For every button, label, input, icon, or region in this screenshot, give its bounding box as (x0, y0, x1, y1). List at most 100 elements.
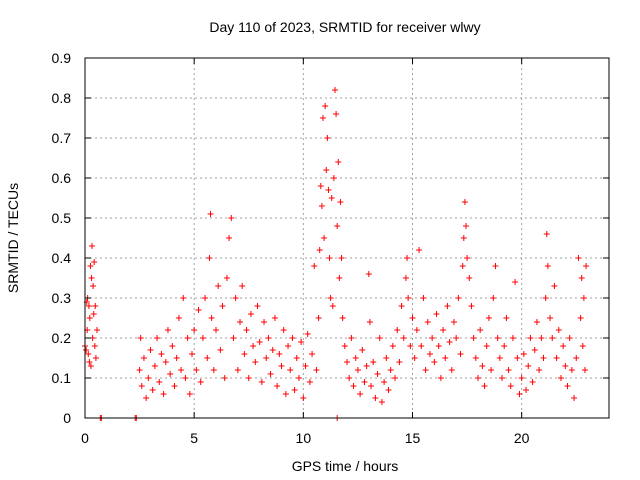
data-point (339, 315, 346, 321)
data-point (483, 343, 490, 349)
data-point (457, 351, 464, 357)
data-point (520, 351, 527, 357)
data-point (206, 255, 213, 261)
data-point (481, 383, 488, 389)
y-tick-label: 0.4 (52, 250, 72, 266)
data-point (274, 383, 281, 389)
data-point (527, 335, 534, 341)
data-point (90, 283, 97, 289)
data-point (164, 327, 171, 333)
data-point (202, 295, 209, 301)
data-point (583, 263, 590, 269)
data-point (370, 359, 377, 365)
data-point (319, 115, 326, 121)
data-point (94, 327, 101, 333)
data-point (88, 243, 95, 249)
data-point (350, 383, 357, 389)
data-point (578, 275, 585, 281)
data-point (444, 303, 451, 309)
data-point (460, 235, 467, 241)
data-point (396, 359, 403, 365)
data-point (531, 347, 538, 353)
data-points (82, 87, 590, 421)
data-point (338, 255, 345, 261)
data-point (136, 367, 143, 373)
y-tick-label: 0.9 (52, 50, 72, 66)
data-point (188, 351, 195, 357)
data-point (533, 319, 540, 325)
data-point (470, 335, 477, 341)
data-point (210, 367, 217, 373)
y-tick-label: 0 (63, 410, 71, 426)
data-point (87, 363, 94, 369)
data-point (540, 355, 547, 361)
x-axis-label: GPS time / hours (292, 458, 399, 474)
data-point (409, 315, 416, 321)
data-point (167, 371, 174, 377)
data-point (455, 295, 462, 301)
data-point (271, 315, 278, 321)
data-point (505, 367, 512, 373)
data-point (346, 375, 353, 381)
data-point (208, 315, 215, 321)
data-point (336, 275, 343, 281)
data-point (529, 379, 536, 385)
data-point (496, 355, 503, 361)
data-point (334, 223, 341, 229)
data-point (501, 343, 508, 349)
data-point (363, 363, 370, 369)
grid (85, 58, 609, 418)
data-point (492, 263, 499, 269)
data-point (180, 295, 187, 301)
data-point (219, 303, 226, 309)
x-tick-label: 20 (514, 430, 530, 446)
data-point (573, 355, 580, 361)
data-point (420, 295, 427, 301)
data-point (217, 347, 224, 353)
data-point (466, 275, 473, 281)
data-point (282, 391, 289, 397)
data-point (156, 379, 163, 385)
data-point (137, 335, 144, 341)
data-point (381, 379, 388, 385)
data-point (234, 367, 241, 373)
data-point (318, 203, 325, 209)
data-point (182, 375, 189, 381)
data-point (324, 135, 331, 141)
data-point (571, 395, 578, 401)
data-point (344, 359, 350, 365)
data-point (580, 295, 587, 301)
data-point (568, 367, 575, 373)
data-point (228, 215, 235, 221)
data-point (302, 363, 309, 369)
data-point (422, 367, 429, 373)
data-point (258, 379, 265, 385)
data-point (243, 327, 250, 333)
data-point (263, 355, 270, 361)
data-point (538, 335, 545, 341)
data-point (551, 283, 558, 289)
data-point (503, 315, 510, 321)
data-point (254, 303, 261, 309)
data-point (464, 255, 471, 261)
data-point (221, 375, 228, 381)
data-point (326, 255, 333, 261)
data-point (145, 375, 152, 381)
data-point (564, 383, 571, 389)
data-point (287, 367, 294, 373)
data-point (479, 363, 486, 369)
data-point (555, 327, 562, 333)
x-tick-label: 15 (405, 430, 421, 446)
data-point (178, 367, 185, 373)
data-point (579, 343, 586, 349)
data-point (525, 363, 532, 369)
data-point (138, 383, 145, 389)
data-point (509, 335, 516, 341)
data-point (426, 351, 433, 357)
data-point (313, 367, 320, 373)
data-point (86, 359, 93, 365)
data-point (321, 235, 328, 241)
data-point (215, 283, 222, 289)
data-point (175, 315, 182, 321)
data-point (411, 355, 418, 361)
